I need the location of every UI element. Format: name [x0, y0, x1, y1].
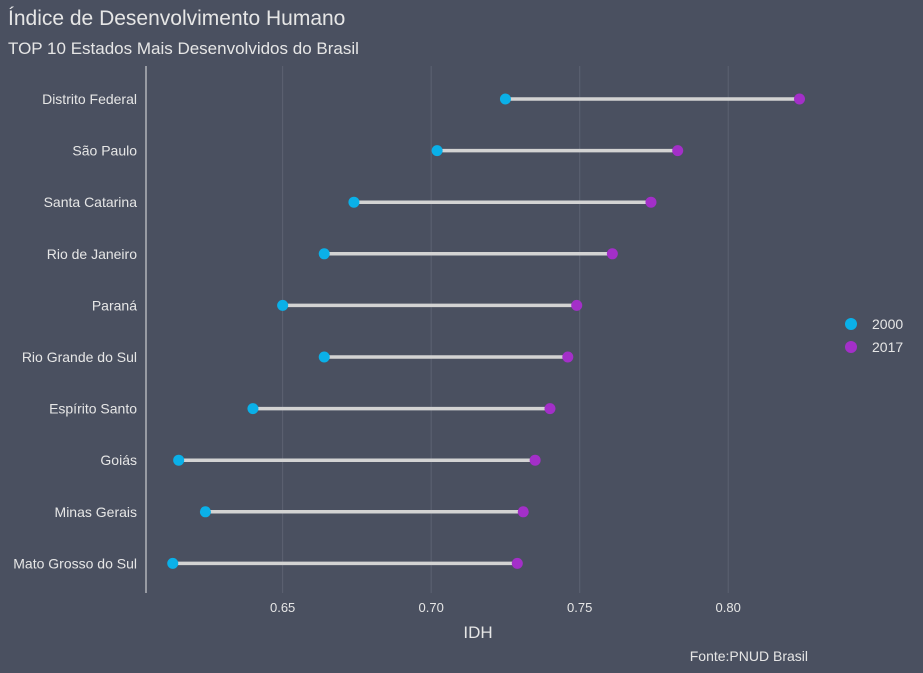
legend-label: 2017: [872, 339, 903, 355]
y-tick-label: Rio de Janeiro: [47, 246, 137, 262]
point-2000: [173, 454, 185, 466]
y-tick-label: Rio Grande do Sul: [22, 349, 137, 365]
legend-key-2017: [845, 341, 857, 353]
y-tick-label: Espírito Santo: [49, 401, 137, 417]
legend-key-2000: [845, 318, 857, 330]
point-2000: [199, 506, 211, 518]
y-axis-tick-labels: Distrito Federal São Paulo Santa Catarina R…: [13, 91, 137, 571]
x-tick-label: 0.65: [270, 600, 295, 615]
point-2017: [511, 557, 523, 569]
x-axis-tick-labels: 0.65 0.70 0.75 0.80: [270, 600, 741, 615]
point-2017: [571, 299, 583, 311]
point-2000: [499, 93, 511, 105]
y-tick-label: Distrito Federal: [42, 91, 137, 107]
y-tick-label: Santa Catarina: [44, 194, 138, 210]
point-2017: [529, 454, 541, 466]
legend-label: 2000: [872, 316, 903, 332]
x-tick-label: 0.70: [419, 600, 444, 615]
y-tick-label: Minas Gerais: [55, 504, 137, 520]
vertical-grid: [282, 66, 729, 593]
point-2017: [562, 351, 574, 363]
caption: Fonte:PNUD Brasil: [690, 648, 808, 664]
point-2000: [277, 299, 289, 311]
point-2017: [794, 93, 806, 105]
y-tick-label: Paraná: [92, 297, 137, 313]
dumbbell-segments: [172, 97, 800, 566]
chart-title: Índice de Desenvolvimento Humano: [8, 7, 345, 30]
y-tick-label: Goiás: [100, 452, 137, 468]
chart-subtitle: TOP 10 Estados Mais Desenvolvidos do Bra…: [8, 39, 359, 58]
point-2000: [318, 351, 330, 363]
x-tick-label: 0.75: [567, 600, 592, 615]
point-2000: [247, 403, 259, 415]
point-2017: [517, 506, 529, 518]
x-axis-label: IDH: [463, 623, 492, 642]
point-2000: [431, 145, 443, 157]
x-tick-label: 0.80: [716, 600, 741, 615]
point-2000: [167, 557, 179, 569]
y-tick-label: São Paulo: [72, 143, 137, 159]
legend: 2000 2017: [845, 316, 903, 355]
point-2000: [348, 196, 360, 208]
data-points: [167, 93, 806, 569]
point-2017: [606, 248, 618, 260]
y-tick-label: Mato Grosso do Sul: [13, 555, 137, 571]
point-2000: [318, 248, 330, 260]
point-2017: [672, 145, 684, 157]
point-2017: [544, 403, 556, 415]
point-2017: [645, 196, 657, 208]
